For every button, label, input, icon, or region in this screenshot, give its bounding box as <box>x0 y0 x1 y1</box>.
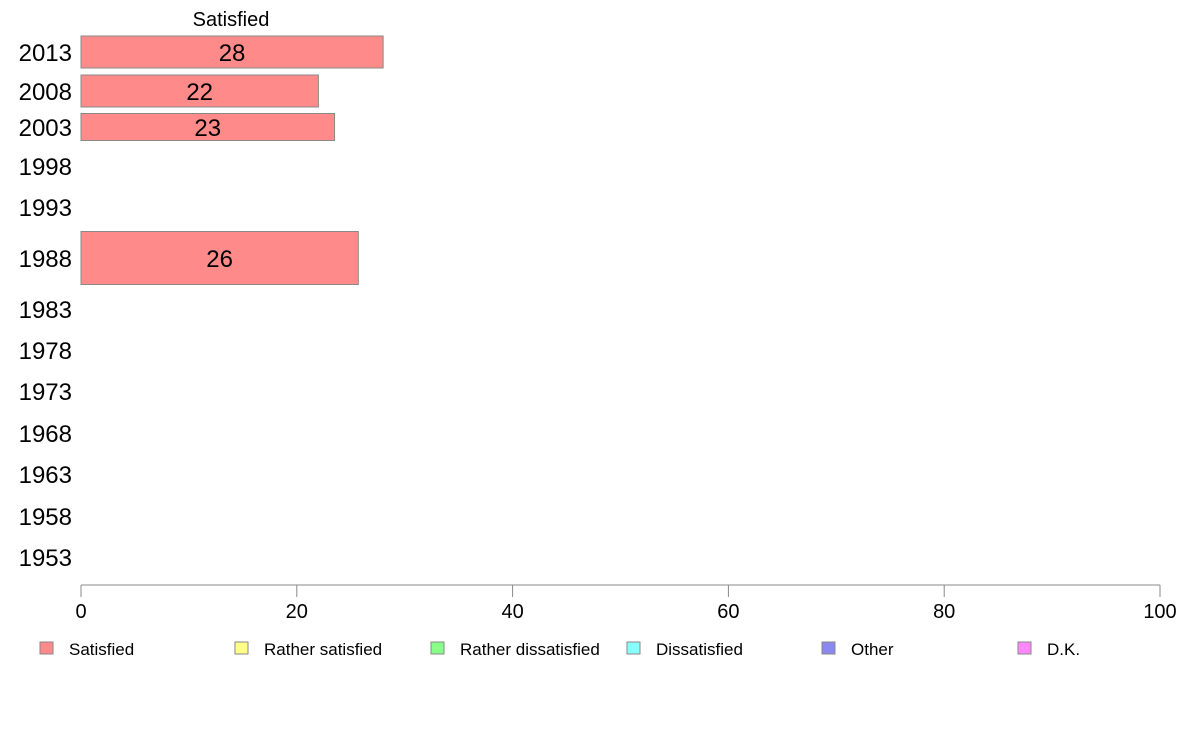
data-label-2003: 23 <box>194 115 221 142</box>
legend-label-1: Rather satisfied <box>264 640 382 659</box>
y-tick-label-1998: 1998 <box>19 154 72 181</box>
x-tick-label-100: 100 <box>1143 601 1176 623</box>
x-tick-label-40: 40 <box>501 601 523 623</box>
y-tick-label-1953: 1953 <box>19 545 72 572</box>
y-tick-label-1963: 1963 <box>19 462 72 489</box>
legend-swatch-5 <box>1017 641 1032 655</box>
legend-swatch-1 <box>234 641 249 655</box>
legend-label-3: Dissatisfied <box>656 640 743 659</box>
y-tick-label-1973: 1973 <box>19 379 72 406</box>
legend-swatch-2 <box>430 641 445 655</box>
data-label-2008: 22 <box>186 79 213 106</box>
legend-label-2: Rather dissatisfied <box>460 640 600 659</box>
y-tick-label-2003: 2003 <box>19 115 72 142</box>
y-tick-label-2008: 2008 <box>19 79 72 106</box>
bar-2013 <box>80 35 384 69</box>
x-tick-label-60: 60 <box>717 601 739 623</box>
column-header: Satisfied <box>193 9 270 31</box>
x-axis: 0 20 40 60 80 100 <box>75 584 1177 623</box>
bar-2008 <box>80 74 319 108</box>
x-tick-label-80: 80 <box>933 601 955 623</box>
legend-label-5: D.K. <box>1047 640 1080 659</box>
legend: Satisfied Rather satisfied Rather dissatis… <box>39 640 1080 659</box>
legend-label-0: Satisfied <box>69 640 134 659</box>
y-axis-labels: 2013 2008 2003 1998 1993 1988 1983 1978 1973 1968… <box>19 40 72 572</box>
x-tick-label-20: 20 <box>286 601 308 623</box>
y-tick-label-1983: 1983 <box>19 297 72 324</box>
legend-swatch-4 <box>821 641 836 655</box>
legend-swatch-3 <box>626 641 641 655</box>
y-tick-label-1978: 1978 <box>19 338 72 365</box>
legend-label-4: Other <box>851 640 894 659</box>
bar-2003 <box>80 113 336 141</box>
legend-swatch-0 <box>39 641 54 655</box>
data-label-2013: 28 <box>219 40 246 67</box>
y-tick-label-1958: 1958 <box>19 504 72 531</box>
y-tick-label-1993: 1993 <box>19 195 72 222</box>
y-tick-label-2013: 2013 <box>19 40 72 67</box>
y-tick-label-1968: 1968 <box>19 421 72 448</box>
bar-1988 <box>80 231 359 285</box>
y-tick-label-1988: 1988 <box>19 246 72 273</box>
x-tick-label-0: 0 <box>75 601 86 623</box>
data-label-1988: 26 <box>206 246 233 273</box>
